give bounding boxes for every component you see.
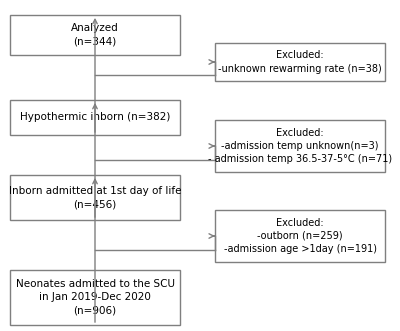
Text: Hypothermic inborn (n=382): Hypothermic inborn (n=382) (20, 113, 170, 122)
Bar (10, 270, 180, 325)
Bar (215, 43, 385, 81)
Bar (10, 15, 180, 55)
Bar (215, 120, 385, 172)
Text: Excluded:
-outborn (n=259)
-admission age >1day (n=191): Excluded: -outborn (n=259) -admission ag… (224, 218, 376, 254)
Text: Inborn admitted at 1st day of life
(n=456): Inborn admitted at 1st day of life (n=45… (9, 186, 181, 209)
Text: Excluded:
-unknown rewarming rate (n=38): Excluded: -unknown rewarming rate (n=38) (218, 50, 382, 73)
Text: Excluded:
-admission temp unknown(n=3)
- admission temp 36.5-37-5°C (n=71): Excluded: -admission temp unknown(n=3) -… (208, 128, 392, 164)
Bar (215, 210, 385, 262)
Bar (10, 175, 180, 220)
Text: Analyzed
(n=344): Analyzed (n=344) (71, 24, 119, 47)
Bar (10, 100, 180, 135)
Text: Neonates admitted to the SCU
in Jan 2019-Dec 2020
(n=906): Neonates admitted to the SCU in Jan 2019… (16, 279, 174, 316)
